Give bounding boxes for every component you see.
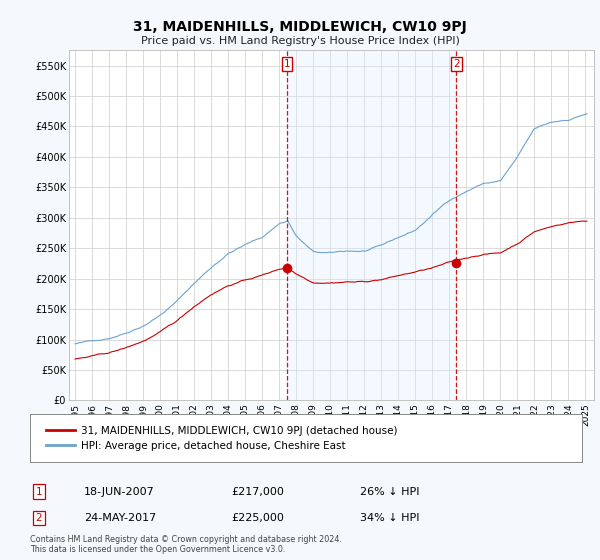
Text: 1: 1 — [284, 59, 290, 69]
Text: 1: 1 — [35, 487, 43, 497]
Text: 26% ↓ HPI: 26% ↓ HPI — [360, 487, 419, 497]
Text: 2: 2 — [35, 513, 43, 523]
Text: 18-JUN-2007: 18-JUN-2007 — [84, 487, 155, 497]
Text: £217,000: £217,000 — [231, 487, 284, 497]
Text: 2: 2 — [453, 59, 460, 69]
Text: Price paid vs. HM Land Registry's House Price Index (HPI): Price paid vs. HM Land Registry's House … — [140, 36, 460, 46]
Text: £225,000: £225,000 — [231, 513, 284, 523]
Bar — [287, 50, 456, 400]
Text: 34% ↓ HPI: 34% ↓ HPI — [360, 513, 419, 523]
Text: 31, MAIDENHILLS, MIDDLEWICH, CW10 9PJ: 31, MAIDENHILLS, MIDDLEWICH, CW10 9PJ — [133, 20, 467, 34]
Text: Contains HM Land Registry data © Crown copyright and database right 2024.
This d: Contains HM Land Registry data © Crown c… — [30, 535, 342, 554]
Text: 24-MAY-2017: 24-MAY-2017 — [84, 513, 156, 523]
Legend: 31, MAIDENHILLS, MIDDLEWICH, CW10 9PJ (detached house), HPI: Average price, deta: 31, MAIDENHILLS, MIDDLEWICH, CW10 9PJ (d… — [41, 421, 403, 456]
